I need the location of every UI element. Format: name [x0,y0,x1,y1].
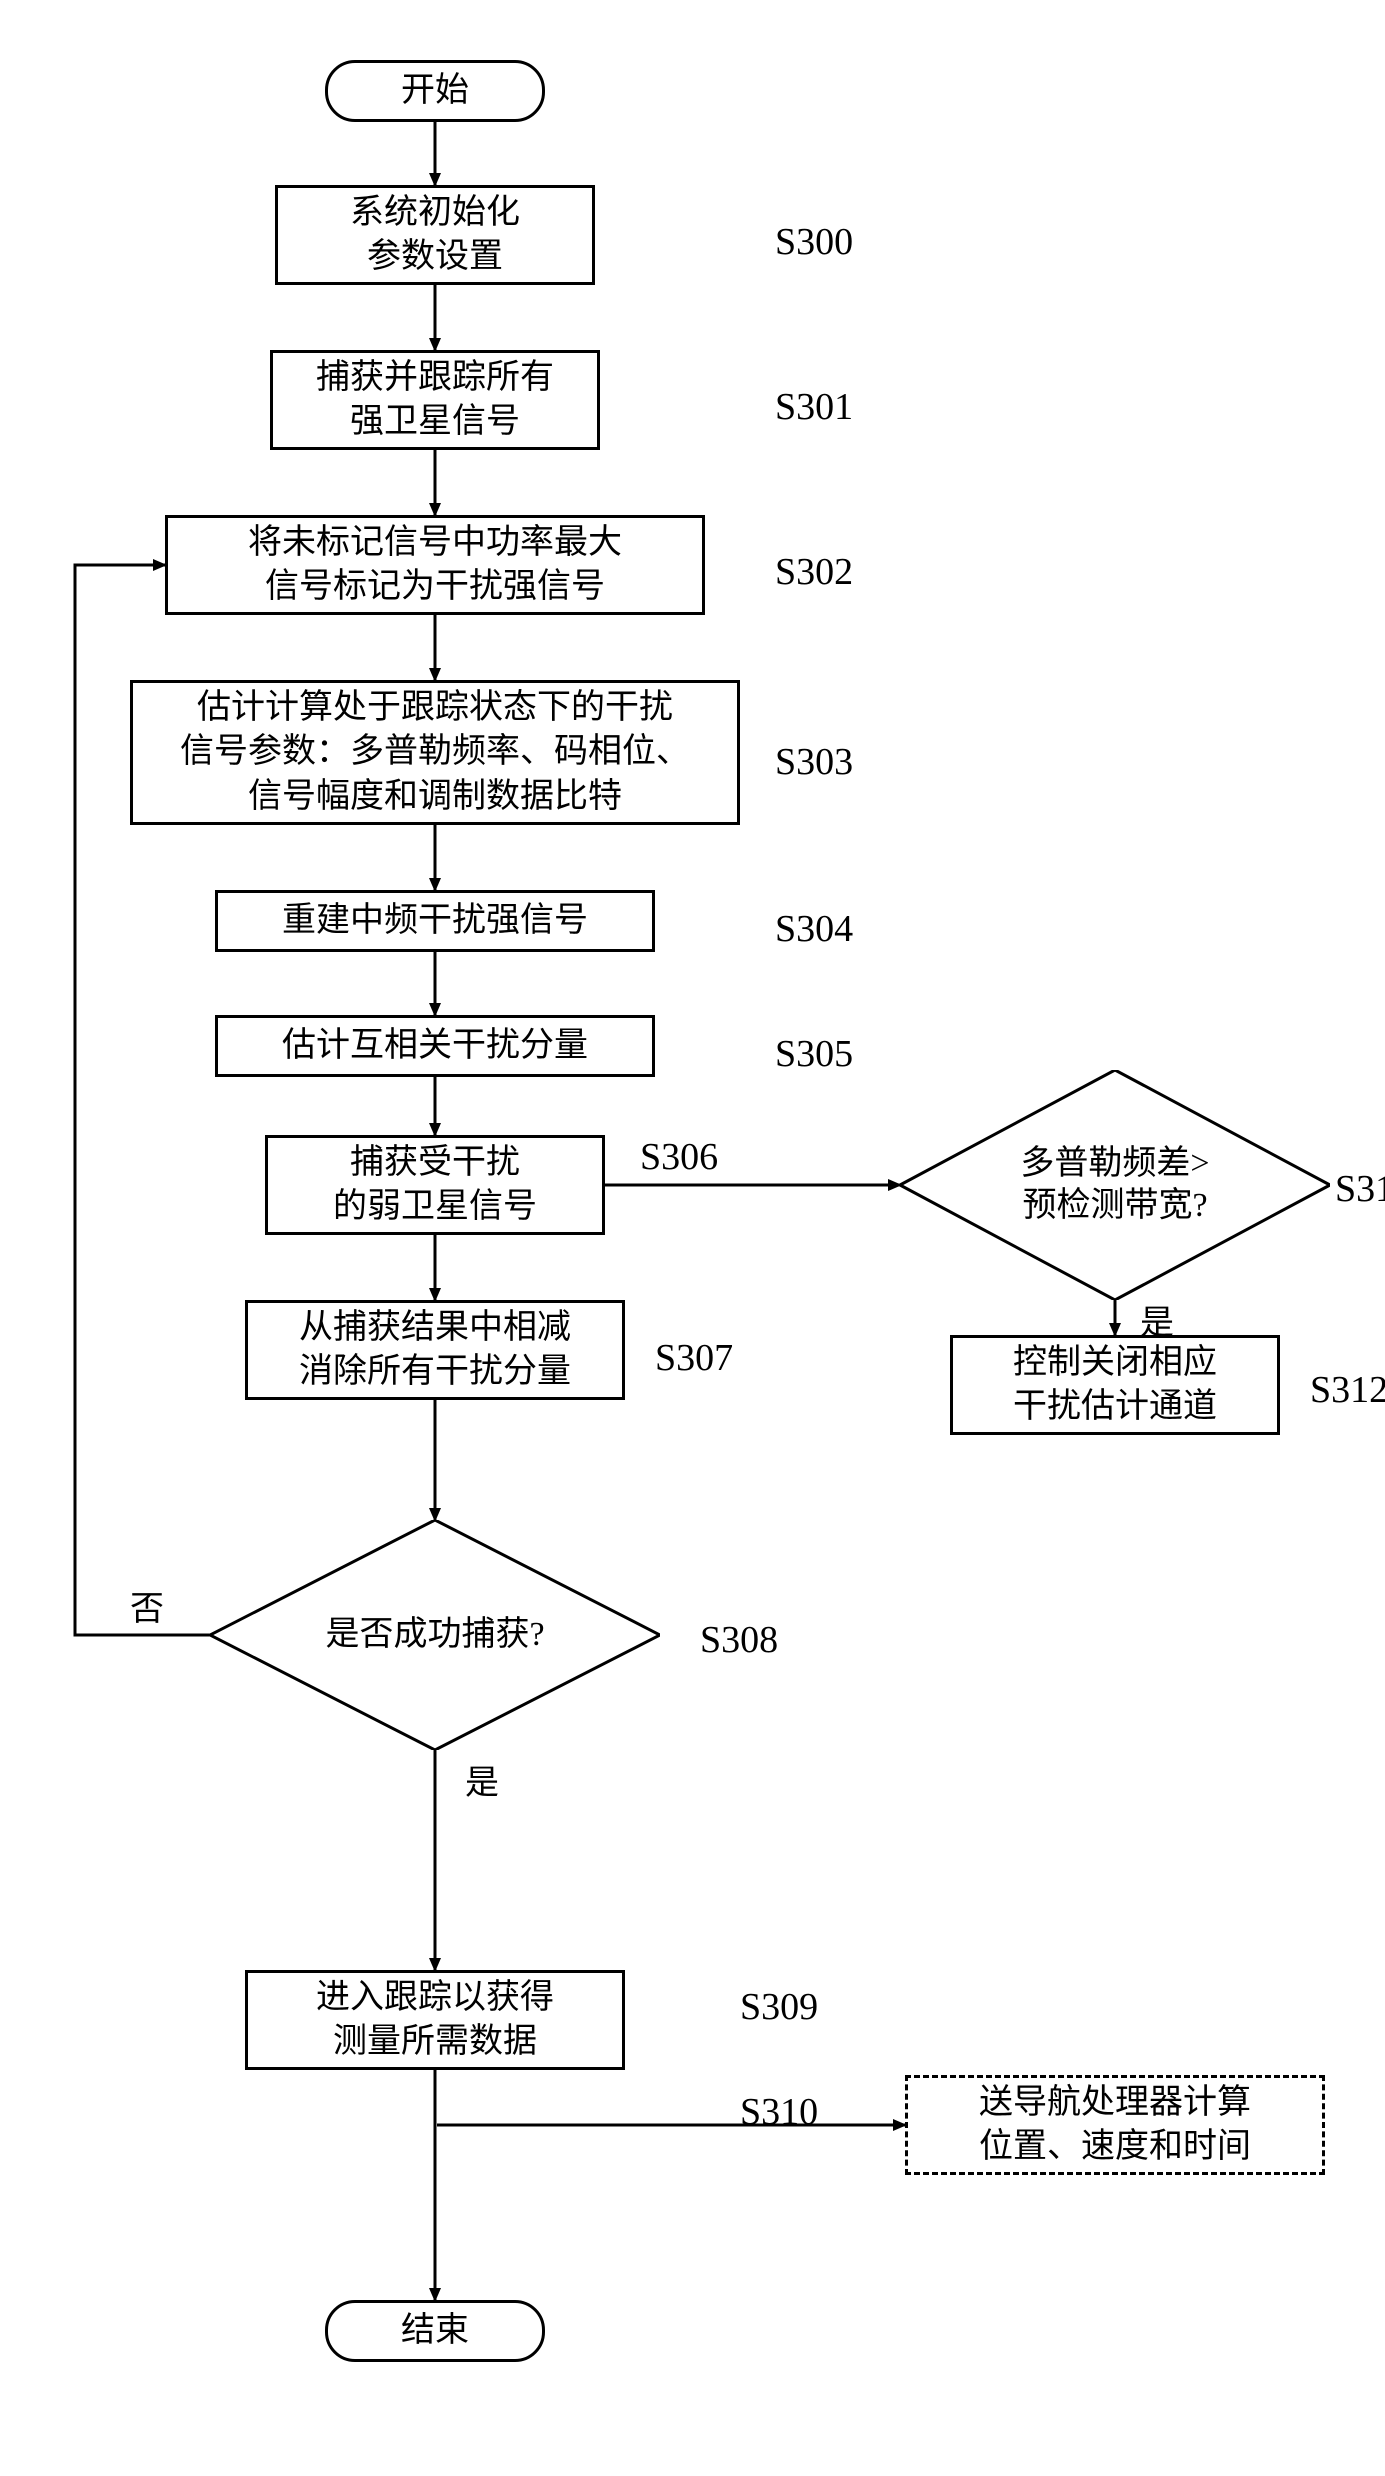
label-s302: S302 [775,550,853,594]
node-s301-text: 捕获并跟踪所有强卫星信号 [316,356,554,444]
terminator-start: 开始 [325,60,545,122]
terminator-end-label: 结束 [401,2309,469,2353]
label-s308: S308 [700,1618,778,1662]
node-s300: 系统初始化参数设置 [275,185,595,285]
decision-s308-text: 是否成功捕获? [325,1614,544,1657]
node-s306-text: 捕获受干扰的弱卫星信号 [333,1141,537,1229]
edge-label-yes-s311: 是 [1140,1307,1174,1341]
decision-s308: 是否成功捕获? [210,1520,660,1750]
label-s312: S312 [1310,1368,1385,1412]
label-s300: S300 [775,220,853,264]
label-s306: S306 [640,1135,718,1179]
label-s307: S307 [655,1336,733,1380]
decision-s311-text: 多普勒频差>预检测带宽? [1020,1143,1209,1228]
terminator-start-label: 开始 [401,69,469,113]
decision-s311: 多普勒频差>预检测带宽? [900,1070,1330,1300]
node-s304: 重建中频干扰强信号 [215,890,655,952]
label-s309: S309 [740,1985,818,2029]
node-s301: 捕获并跟踪所有强卫星信号 [270,350,600,450]
label-s303: S303 [775,740,853,784]
node-s309: 进入跟踪以获得测量所需数据 [245,1970,625,2070]
label-s310: S310 [740,2090,818,2134]
node-s312-text: 控制关闭相应干扰估计通道 [1013,1341,1217,1429]
node-s307-text: 从捕获结果中相减消除所有干扰分量 [299,1306,571,1394]
node-s310-dashed: 送导航处理器计算位置、速度和时间 [905,2075,1325,2175]
label-s304: S304 [775,907,853,951]
edge-label-no: 否 [130,1593,164,1627]
node-s302-text: 将未标记信号中功率最大信号标记为干扰强信号 [248,521,622,609]
edge-label-yes-s308: 是 [465,1767,499,1801]
label-s301: S301 [775,385,853,429]
node-s305: 估计互相关干扰分量 [215,1015,655,1077]
node-s303: 估计计算处于跟踪状态下的干扰信号参数：多普勒频率、码相位、信号幅度和调制数据比特 [130,680,740,825]
node-s302: 将未标记信号中功率最大信号标记为干扰强信号 [165,515,705,615]
node-s305-text: 估计互相关干扰分量 [282,1024,588,1068]
node-s309-text: 进入跟踪以获得测量所需数据 [316,1976,554,2064]
node-s310-text: 送导航处理器计算位置、速度和时间 [979,2081,1251,2169]
label-s311: S311 [1335,1167,1385,1211]
node-s304-text: 重建中频干扰强信号 [282,899,588,943]
node-s303-text: 估计计算处于跟踪状态下的干扰信号参数：多普勒频率、码相位、信号幅度和调制数据比特 [180,686,690,819]
node-s306: 捕获受干扰的弱卫星信号 [265,1135,605,1235]
node-s307: 从捕获结果中相减消除所有干扰分量 [245,1300,625,1400]
flowchart-canvas: 开始 结束 系统初始化参数设置 捕获并跟踪所有强卫星信号 将未标记信号中功率最大… [20,40,1385,2436]
node-s312: 控制关闭相应干扰估计通道 [950,1335,1280,1435]
terminator-end: 结束 [325,2300,545,2362]
label-s305: S305 [775,1032,853,1076]
node-s300-text: 系统初始化参数设置 [350,191,520,279]
